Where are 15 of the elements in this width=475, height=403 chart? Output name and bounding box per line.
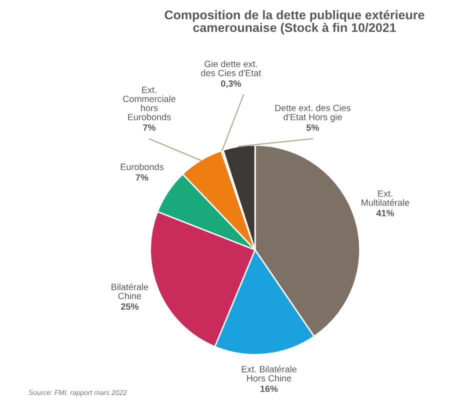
data-label: 41% (376, 210, 394, 216)
slice-label: Ext. Commerciale hors Eurobonds (123, 86, 176, 120)
slice-label: Eurobonds (120, 163, 164, 170)
data-label: 5% (306, 124, 319, 131)
slice-label: Ext. Bilatérale Hors Chine (242, 366, 296, 382)
data-label: 7% (143, 124, 156, 131)
slice-label: Dette ext. des Cies d'Etat Hors gie (275, 104, 351, 122)
data-label: 16% (260, 386, 278, 392)
slice-label: Ext. Multilatérale (362, 190, 410, 206)
slice-label: Gie dette ext. des Cies d'Etat (201, 60, 262, 76)
data-label: 7% (136, 174, 148, 181)
chart-title: Composition de la dette publique extérieure camerounaise (Stock à fin 10/2021 (164, 10, 424, 35)
slice-label: Bilatérale Chine (112, 283, 148, 300)
data-label: 0,3% (221, 80, 242, 88)
data-label: 25% (120, 303, 138, 310)
